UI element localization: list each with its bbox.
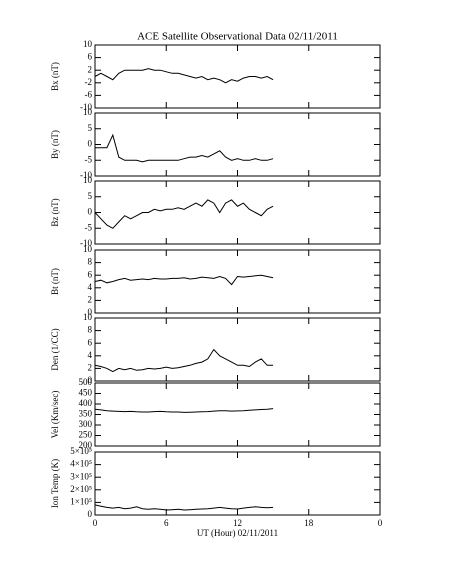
y-axis-label: Bt (nT) [50, 268, 60, 295]
y-tick-label: 8 [88, 257, 93, 267]
panel-frame [94, 44, 381, 109]
y-tick-label: 0 [88, 207, 93, 217]
panel-frame [94, 180, 381, 245]
y-tick-label: 300 [79, 419, 93, 429]
y-axis-label: By (nT) [50, 130, 60, 159]
y-tick-label: -10 [80, 238, 92, 248]
y-axis-label: Bx (nT) [50, 62, 60, 91]
y-tick-label: 10 [83, 175, 93, 185]
y-tick-label: 10 [83, 107, 93, 117]
y-tick-label: 0 [88, 509, 93, 519]
y-tick-label: 2×10⁵ [70, 484, 92, 494]
y-axis-label: Ion Temp (K) [50, 459, 60, 508]
y-tick-label: 450 [79, 388, 93, 398]
y-tick-label: 350 [79, 409, 93, 419]
chart-title: ACE Satellite Observational Data 02/11/2… [137, 31, 338, 43]
data-line [94, 199, 274, 229]
y-tick-label: 500 [79, 377, 93, 387]
y-tick-label: 10 [83, 312, 93, 322]
y-tick-label: 6 [88, 52, 93, 62]
y-tick-label: 10 [83, 244, 93, 254]
data-line [94, 68, 274, 84]
y-tick-label: 3×10⁵ [70, 471, 92, 481]
y-tick-label: 4 [88, 282, 93, 292]
data-line [94, 504, 274, 511]
y-tick-label: 5 [88, 191, 93, 201]
y-tick-label: 200 [79, 440, 93, 450]
x-tick-label: 0 [93, 518, 98, 528]
y-tick-label: -5 [85, 154, 93, 164]
x-tick-label: 6 [164, 518, 169, 528]
y-tick-label: 400 [79, 398, 93, 408]
data-line [94, 274, 274, 286]
x-axis-label: UT (Hour) 02/11/2011 [197, 528, 278, 538]
x-tick-label: 0 [378, 518, 383, 528]
panel-frame [94, 112, 381, 177]
y-tick-label: 4 [88, 350, 93, 360]
data-line [95, 133, 274, 163]
y-tick-label: 6 [88, 337, 93, 347]
y-axis-label: Den (1/CC) [50, 328, 60, 370]
y-tick-label: 250 [79, 430, 93, 440]
y-tick-label: 6 [88, 269, 93, 279]
panel-frame [94, 451, 381, 516]
y-tick-label: 8 [88, 325, 93, 335]
y-tick-label: -2 [85, 77, 93, 87]
panel-frame [94, 249, 381, 314]
y-tick-label: 2 [88, 64, 93, 74]
y-tick-label: -6 [85, 89, 93, 99]
y-tick-label: -10 [80, 102, 92, 112]
y-tick-label: 0 [88, 139, 93, 149]
x-tick-label: 12 [233, 518, 242, 528]
y-tick-label: 2 [88, 294, 93, 304]
y-tick-label: 1×10⁵ [70, 496, 92, 506]
y-tick-label: 0 [88, 307, 93, 317]
data-line [94, 348, 274, 373]
y-tick-label: -5 [85, 222, 93, 232]
y-tick-label: 5×10⁵ [70, 446, 92, 456]
x-tick-label: 18 [304, 518, 314, 528]
y-tick-label: -10 [80, 170, 92, 180]
data-line [94, 408, 274, 413]
y-tick-label: 2 [88, 362, 93, 372]
y-axis-label: Bz (nT) [50, 198, 60, 226]
panel-frame [94, 382, 381, 447]
y-tick-label: 10 [83, 39, 93, 49]
y-tick-label: 4×10⁵ [70, 459, 92, 469]
y-tick-label: 5 [88, 123, 93, 133]
y-tick-label: 0 [88, 375, 93, 385]
y-axis-label: Vel (Km/sec) [50, 391, 60, 439]
panel-frame [94, 317, 381, 382]
